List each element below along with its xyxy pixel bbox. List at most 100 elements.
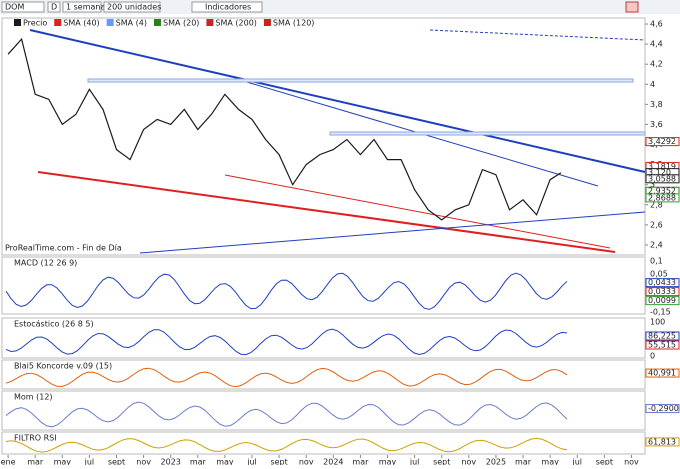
- x-tick-label: ene: [1, 458, 16, 466]
- x-tick-label: nov: [461, 458, 476, 466]
- x-tick-label: jul: [571, 458, 582, 466]
- zone: [329, 131, 646, 136]
- value-tag-label: 0,0433: [648, 278, 676, 287]
- panel-title: Mom (12): [14, 393, 53, 402]
- panel-tick-label: 0,1: [650, 257, 663, 266]
- indicator-line: [5, 328, 568, 356]
- x-tick-label: jul: [409, 458, 420, 466]
- period-box[interactable]: [62, 1, 102, 13]
- indicator-line: [5, 272, 568, 310]
- indicator-panel: [1, 317, 646, 359]
- units-box[interactable]: [103, 1, 161, 13]
- indicator-panel: [1, 359, 646, 390]
- value-tag: [645, 331, 680, 341]
- indicator-line: [5, 401, 568, 428]
- panel-title: FILTRO RSI: [14, 434, 57, 443]
- x-tick-label: sept: [596, 458, 613, 466]
- legend-entry: Precio: [23, 19, 47, 28]
- x-tick-label: sept: [433, 458, 450, 466]
- price-tag-label: 3,4292: [648, 137, 676, 146]
- watermark: ProRealTime.com - Fin de Día: [5, 244, 122, 253]
- x-tick-label: may: [541, 458, 559, 466]
- value-tag-label: -0,2900: [648, 404, 679, 413]
- price-panel: [1, 17, 646, 256]
- indicators-button[interactable]: [191, 1, 263, 13]
- price-line: [7, 37, 562, 221]
- x-tick-label: mar: [190, 458, 207, 466]
- trendline: [139, 211, 646, 254]
- x-tick-label: may: [379, 458, 397, 466]
- panel-tick-label: 100: [650, 318, 665, 327]
- value-tag-label: 0,0333: [648, 287, 676, 296]
- price-tag-label: 3,0588: [648, 174, 676, 183]
- value-tag: [645, 340, 680, 350]
- x-tick-label: may: [54, 458, 72, 466]
- toolbar: [0, 0, 680, 14]
- symbol-box[interactable]: [1, 1, 45, 13]
- price-tag: [645, 193, 680, 203]
- indicator-line: [5, 367, 568, 388]
- legend-swatch: [14, 19, 21, 26]
- legend-swatch: [106, 19, 114, 26]
- trendline: [429, 29, 646, 41]
- legend-swatch: [263, 19, 271, 26]
- price-tag: [645, 137, 680, 147]
- price-tag-label: 2,8688: [648, 193, 676, 202]
- x-tick-label: jul: [84, 458, 95, 466]
- y-tick-label: 4,6: [650, 20, 663, 29]
- price-tag-label: 3,1819: [648, 162, 676, 171]
- x-tick-label: 2025: [486, 458, 506, 466]
- close-button[interactable]: [625, 1, 639, 13]
- panel-tick-label: -0,15: [650, 308, 671, 317]
- x-tick-label: 2024: [323, 458, 343, 466]
- x-tick-label: sept: [270, 458, 287, 466]
- price-tag: [645, 174, 680, 184]
- trendline: [29, 29, 646, 173]
- panel-header: [3, 258, 113, 267]
- y-tick-label: 4: [650, 80, 655, 89]
- legend-swatch: [206, 19, 214, 26]
- units: 200 unidades: [107, 3, 161, 12]
- x-tick-label: 2023: [161, 458, 181, 466]
- legend-swatch: [153, 19, 161, 26]
- x-tick-label: mar: [515, 458, 532, 466]
- x-tick-label: nov: [299, 458, 314, 466]
- indicator-panel: [1, 431, 646, 455]
- x-tick-label: jul: [246, 458, 257, 466]
- period-button-label: D: [51, 3, 57, 12]
- x-tick-label: sept: [108, 458, 125, 466]
- legend-entry: SMA (120): [273, 19, 315, 28]
- value-tag: [645, 278, 680, 288]
- value-tag-label: 40,991: [648, 369, 676, 378]
- x-tick-label: mar: [352, 458, 369, 466]
- legend-entry: SMA (20): [163, 19, 199, 28]
- y-tick-label: 2,8: [650, 200, 663, 209]
- trendline: [37, 171, 616, 253]
- period: 1 semana: [66, 3, 105, 12]
- panel-header: [3, 361, 113, 370]
- zone: [87, 78, 634, 83]
- panel-tick-label: 0,05: [650, 269, 668, 278]
- value-tag-label: 86,225: [648, 332, 676, 341]
- trendline: [224, 174, 611, 249]
- panel-header: [3, 319, 113, 328]
- x-tick-label: mar: [27, 458, 44, 466]
- value-tag: [645, 404, 680, 414]
- indicator-panel: [1, 390, 646, 431]
- price-tag-label: 3,120: [648, 168, 671, 177]
- legend-swatch: [54, 19, 62, 26]
- period-button[interactable]: [47, 1, 61, 13]
- x-tick-label: nov: [624, 458, 639, 466]
- indicators: Indicadores: [205, 3, 251, 12]
- y-tick-label: 2,4: [650, 240, 663, 249]
- legend-entry: SMA (200): [215, 19, 257, 28]
- symbol: DOM: [5, 3, 24, 12]
- value-tag: [645, 287, 680, 297]
- value-tag-label: 55,515: [648, 341, 676, 350]
- x-tick-label: may: [216, 458, 234, 466]
- panel-title: MACD (12 26 9): [14, 259, 77, 268]
- value-tag-label: 0,0099: [648, 296, 676, 305]
- indicator-panel: [1, 256, 646, 315]
- legend-entry: SMA (4): [116, 19, 147, 28]
